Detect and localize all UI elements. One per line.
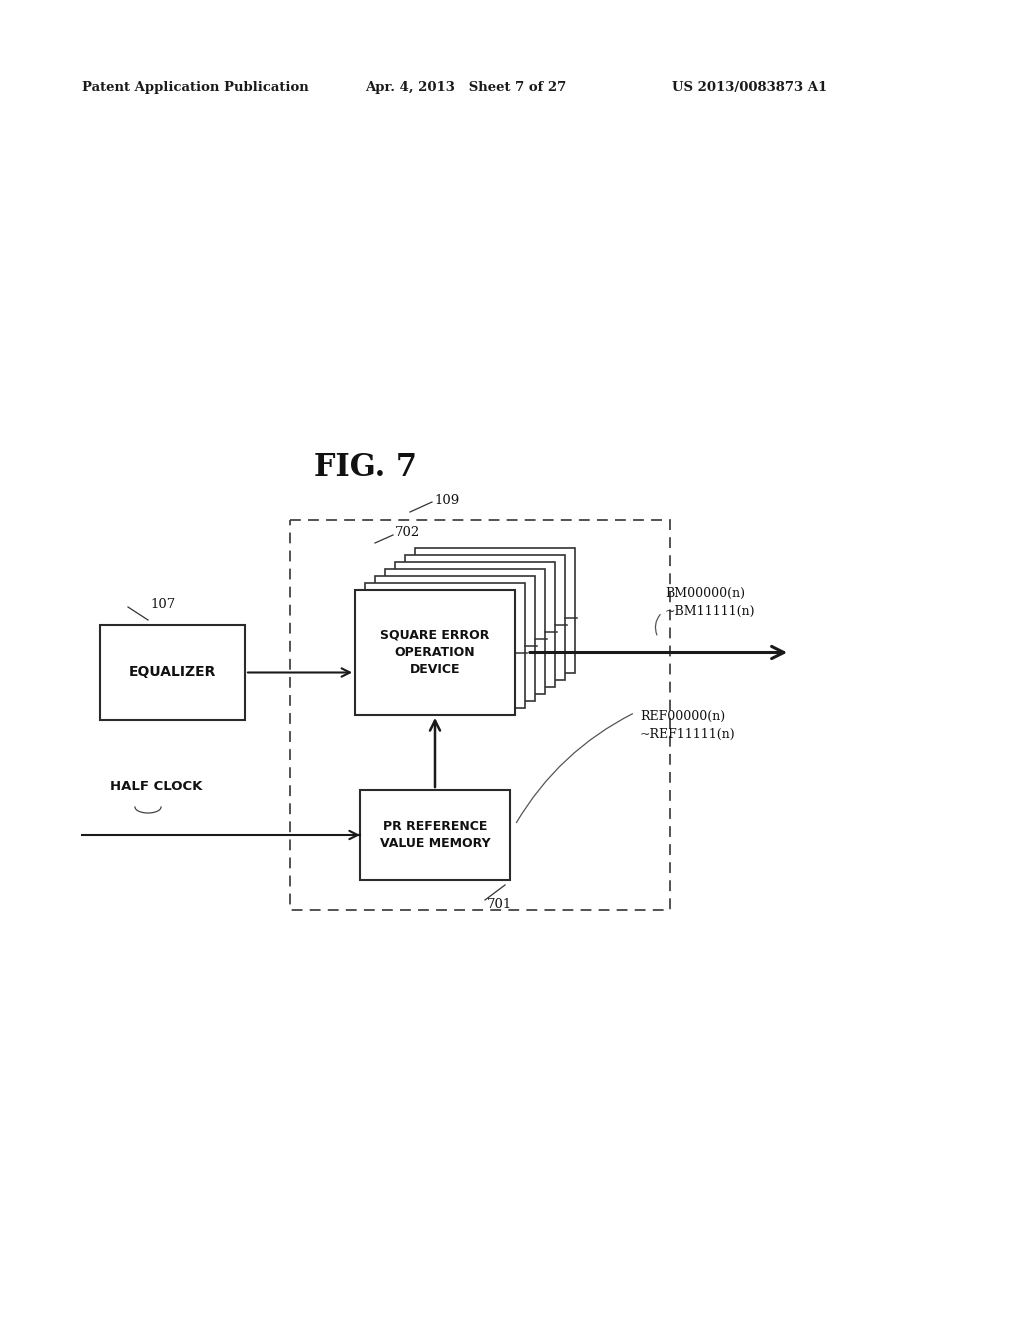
Bar	[395, 562, 555, 686]
Bar	[360, 789, 510, 880]
Bar	[415, 548, 575, 673]
Text: 701: 701	[487, 899, 512, 912]
Text: EQUALIZER: EQUALIZER	[129, 665, 216, 680]
Text: SQUARE ERROR
OPERATION
DEVICE: SQUARE ERROR OPERATION DEVICE	[380, 630, 489, 676]
Bar	[406, 554, 565, 680]
Text: US 2013/0083873 A1: US 2013/0083873 A1	[672, 82, 827, 95]
Bar	[385, 569, 545, 694]
Text: 109: 109	[434, 494, 459, 507]
Bar	[365, 583, 525, 708]
Bar	[100, 624, 245, 719]
Bar	[290, 520, 670, 909]
Text: BM00000(n)
~BM11111(n): BM00000(n) ~BM11111(n)	[665, 587, 756, 618]
Text: Apr. 4, 2013   Sheet 7 of 27: Apr. 4, 2013 Sheet 7 of 27	[365, 82, 566, 95]
Bar	[355, 590, 515, 715]
Text: HALF CLOCK: HALF CLOCK	[110, 780, 203, 793]
Text: 107: 107	[150, 598, 175, 611]
Text: FIG. 7: FIG. 7	[313, 453, 417, 483]
Text: Patent Application Publication: Patent Application Publication	[82, 82, 309, 95]
Text: PR REFERENCE
VALUE MEMORY: PR REFERENCE VALUE MEMORY	[380, 820, 490, 850]
Bar	[375, 576, 535, 701]
Text: REF00000(n)
~REF11111(n): REF00000(n) ~REF11111(n)	[640, 710, 735, 741]
Text: 702: 702	[395, 527, 420, 540]
